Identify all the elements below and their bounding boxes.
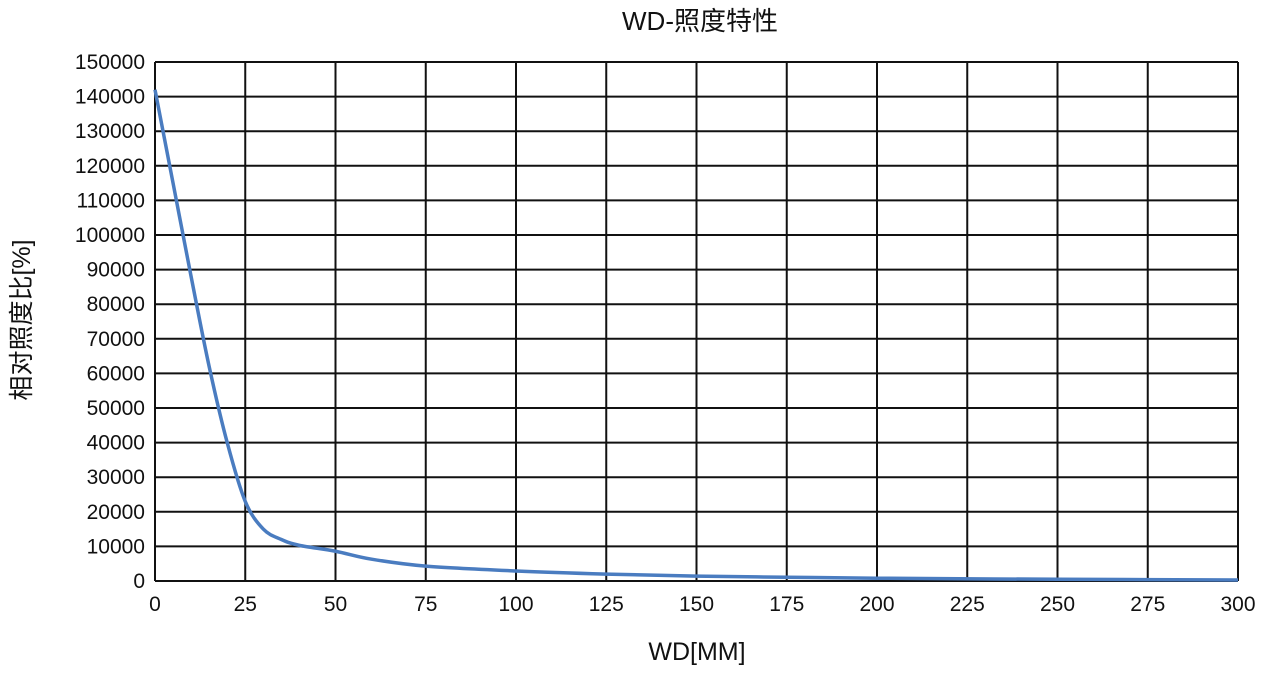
x-tick-label: 275 <box>1130 593 1165 616</box>
x-tick-label: 125 <box>589 593 624 616</box>
x-tick-label: 200 <box>859 593 894 616</box>
y-axis-label: 相对照度比[%] <box>8 239 36 400</box>
chart-title: WD-照度特性 <box>622 6 778 36</box>
x-tick-label: 25 <box>234 593 257 616</box>
y-tick-label: 60000 <box>87 362 145 385</box>
y-tick-label: 150000 <box>75 51 145 74</box>
x-tick-label: 50 <box>324 593 347 616</box>
y-tick-label: 110000 <box>76 189 145 212</box>
grid <box>154 61 1239 582</box>
x-tick-label: 150 <box>679 593 714 616</box>
x-tick-label: 300 <box>1220 593 1255 616</box>
y-tick-label: 130000 <box>75 120 145 143</box>
y-tick-labels: 0 10000 20000 30000 40000 50000 60000 70000 8000… <box>75 51 145 593</box>
y-tick-label: 90000 <box>87 259 145 282</box>
x-tick-label: 75 <box>414 593 437 616</box>
x-tick-labels: 0 25 50 75 100 125 150 175 200 225 250 275 300 <box>149 593 1255 616</box>
x-tick-label: 100 <box>498 593 533 616</box>
x-tick-label: 175 <box>769 593 804 616</box>
x-tick-label: 225 <box>950 593 985 616</box>
y-tick-label: 140000 <box>75 86 145 109</box>
x-tick-label: 250 <box>1040 593 1075 616</box>
y-tick-label: 70000 <box>87 328 145 351</box>
y-tick-label: 20000 <box>87 501 145 524</box>
y-tick-label: 80000 <box>87 293 145 316</box>
y-tick-label: 40000 <box>87 432 145 455</box>
y-tick-label: 100000 <box>75 224 145 247</box>
y-tick-label: 120000 <box>75 155 145 178</box>
x-axis-label: WD[MM] <box>648 638 745 666</box>
y-tick-label: 50000 <box>87 397 145 420</box>
y-tick-label: 10000 <box>87 535 145 558</box>
x-tick-label: 0 <box>149 593 161 616</box>
y-tick-label: 0 <box>133 570 145 593</box>
y-tick-label: 30000 <box>87 466 145 489</box>
data-line <box>153 89 1239 582</box>
